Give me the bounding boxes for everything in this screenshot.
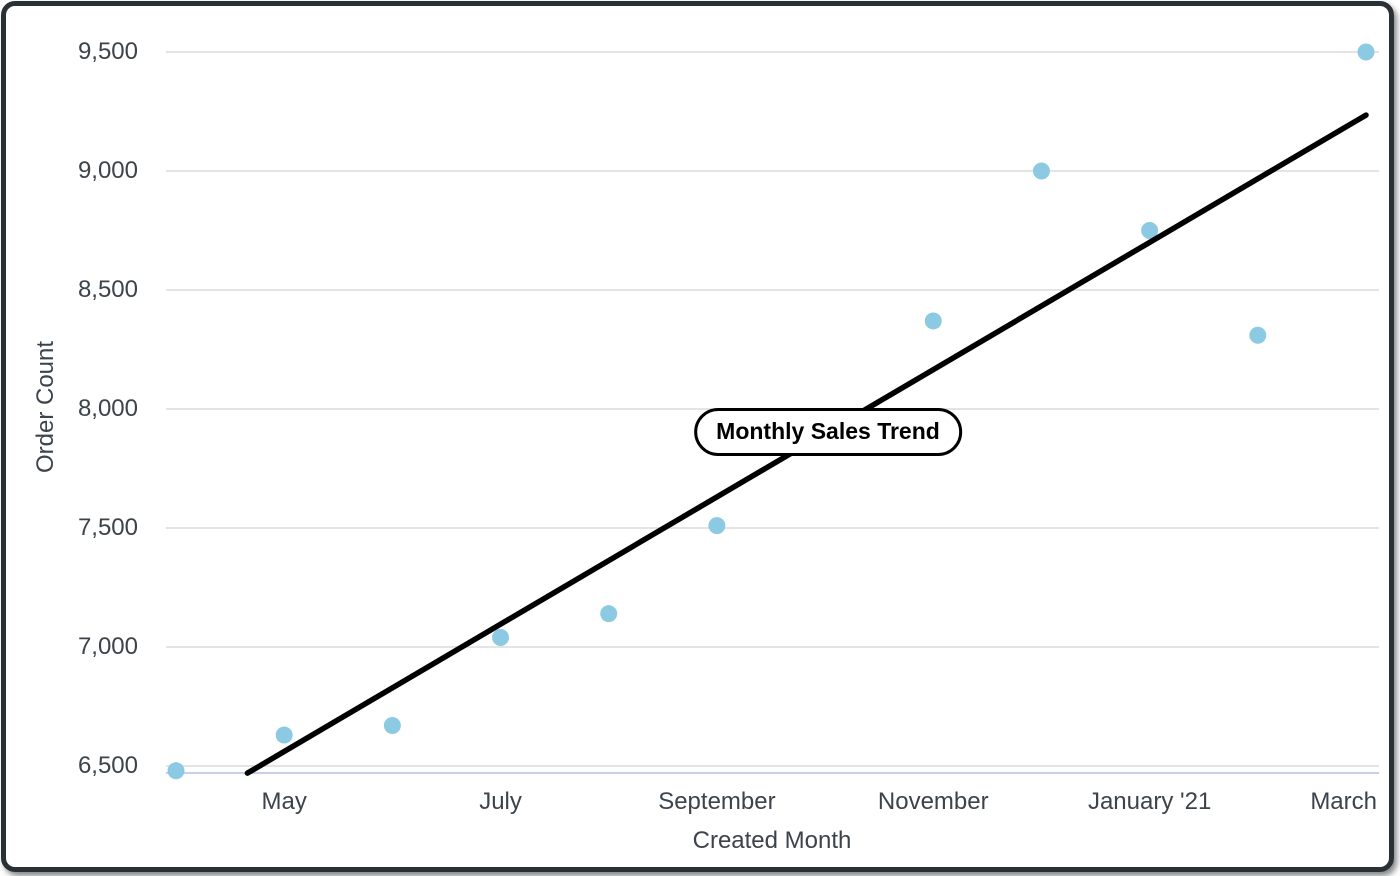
data-point[interactable] [1141, 222, 1159, 239]
y-tick-label: 7,500 [77, 514, 138, 541]
data-point[interactable] [383, 717, 401, 735]
data-point[interactable] [1032, 162, 1050, 180]
y-tick-label: 9,500 [77, 38, 138, 65]
data-point[interactable] [600, 605, 618, 623]
data-point[interactable] [1249, 326, 1267, 344]
data-point[interactable] [167, 762, 185, 780]
y-tick-label: 8,500 [77, 276, 138, 303]
x-tick-label: January '21 [1087, 788, 1212, 815]
y-tick-label: 8,000 [77, 395, 138, 422]
x-axis-title: Created Month [692, 827, 852, 854]
x-tick-label: November [877, 788, 989, 815]
x-tick-label: September [658, 788, 776, 815]
x-tick-label: May [261, 788, 307, 815]
x-tick-label: July [479, 788, 522, 815]
data-point[interactable] [708, 517, 726, 535]
data-point[interactable] [1357, 43, 1375, 61]
data-point[interactable] [492, 628, 510, 646]
x-tick-label: March [1310, 788, 1377, 815]
y-tick-label: 7,000 [77, 633, 138, 660]
y-tick-label: 9,000 [77, 157, 138, 184]
trend-annotation-label: Monthly Sales Trend [694, 408, 962, 456]
y-tick-label: 6,500 [77, 752, 138, 779]
data-point[interactable] [924, 312, 942, 330]
data-point[interactable] [275, 726, 293, 744]
